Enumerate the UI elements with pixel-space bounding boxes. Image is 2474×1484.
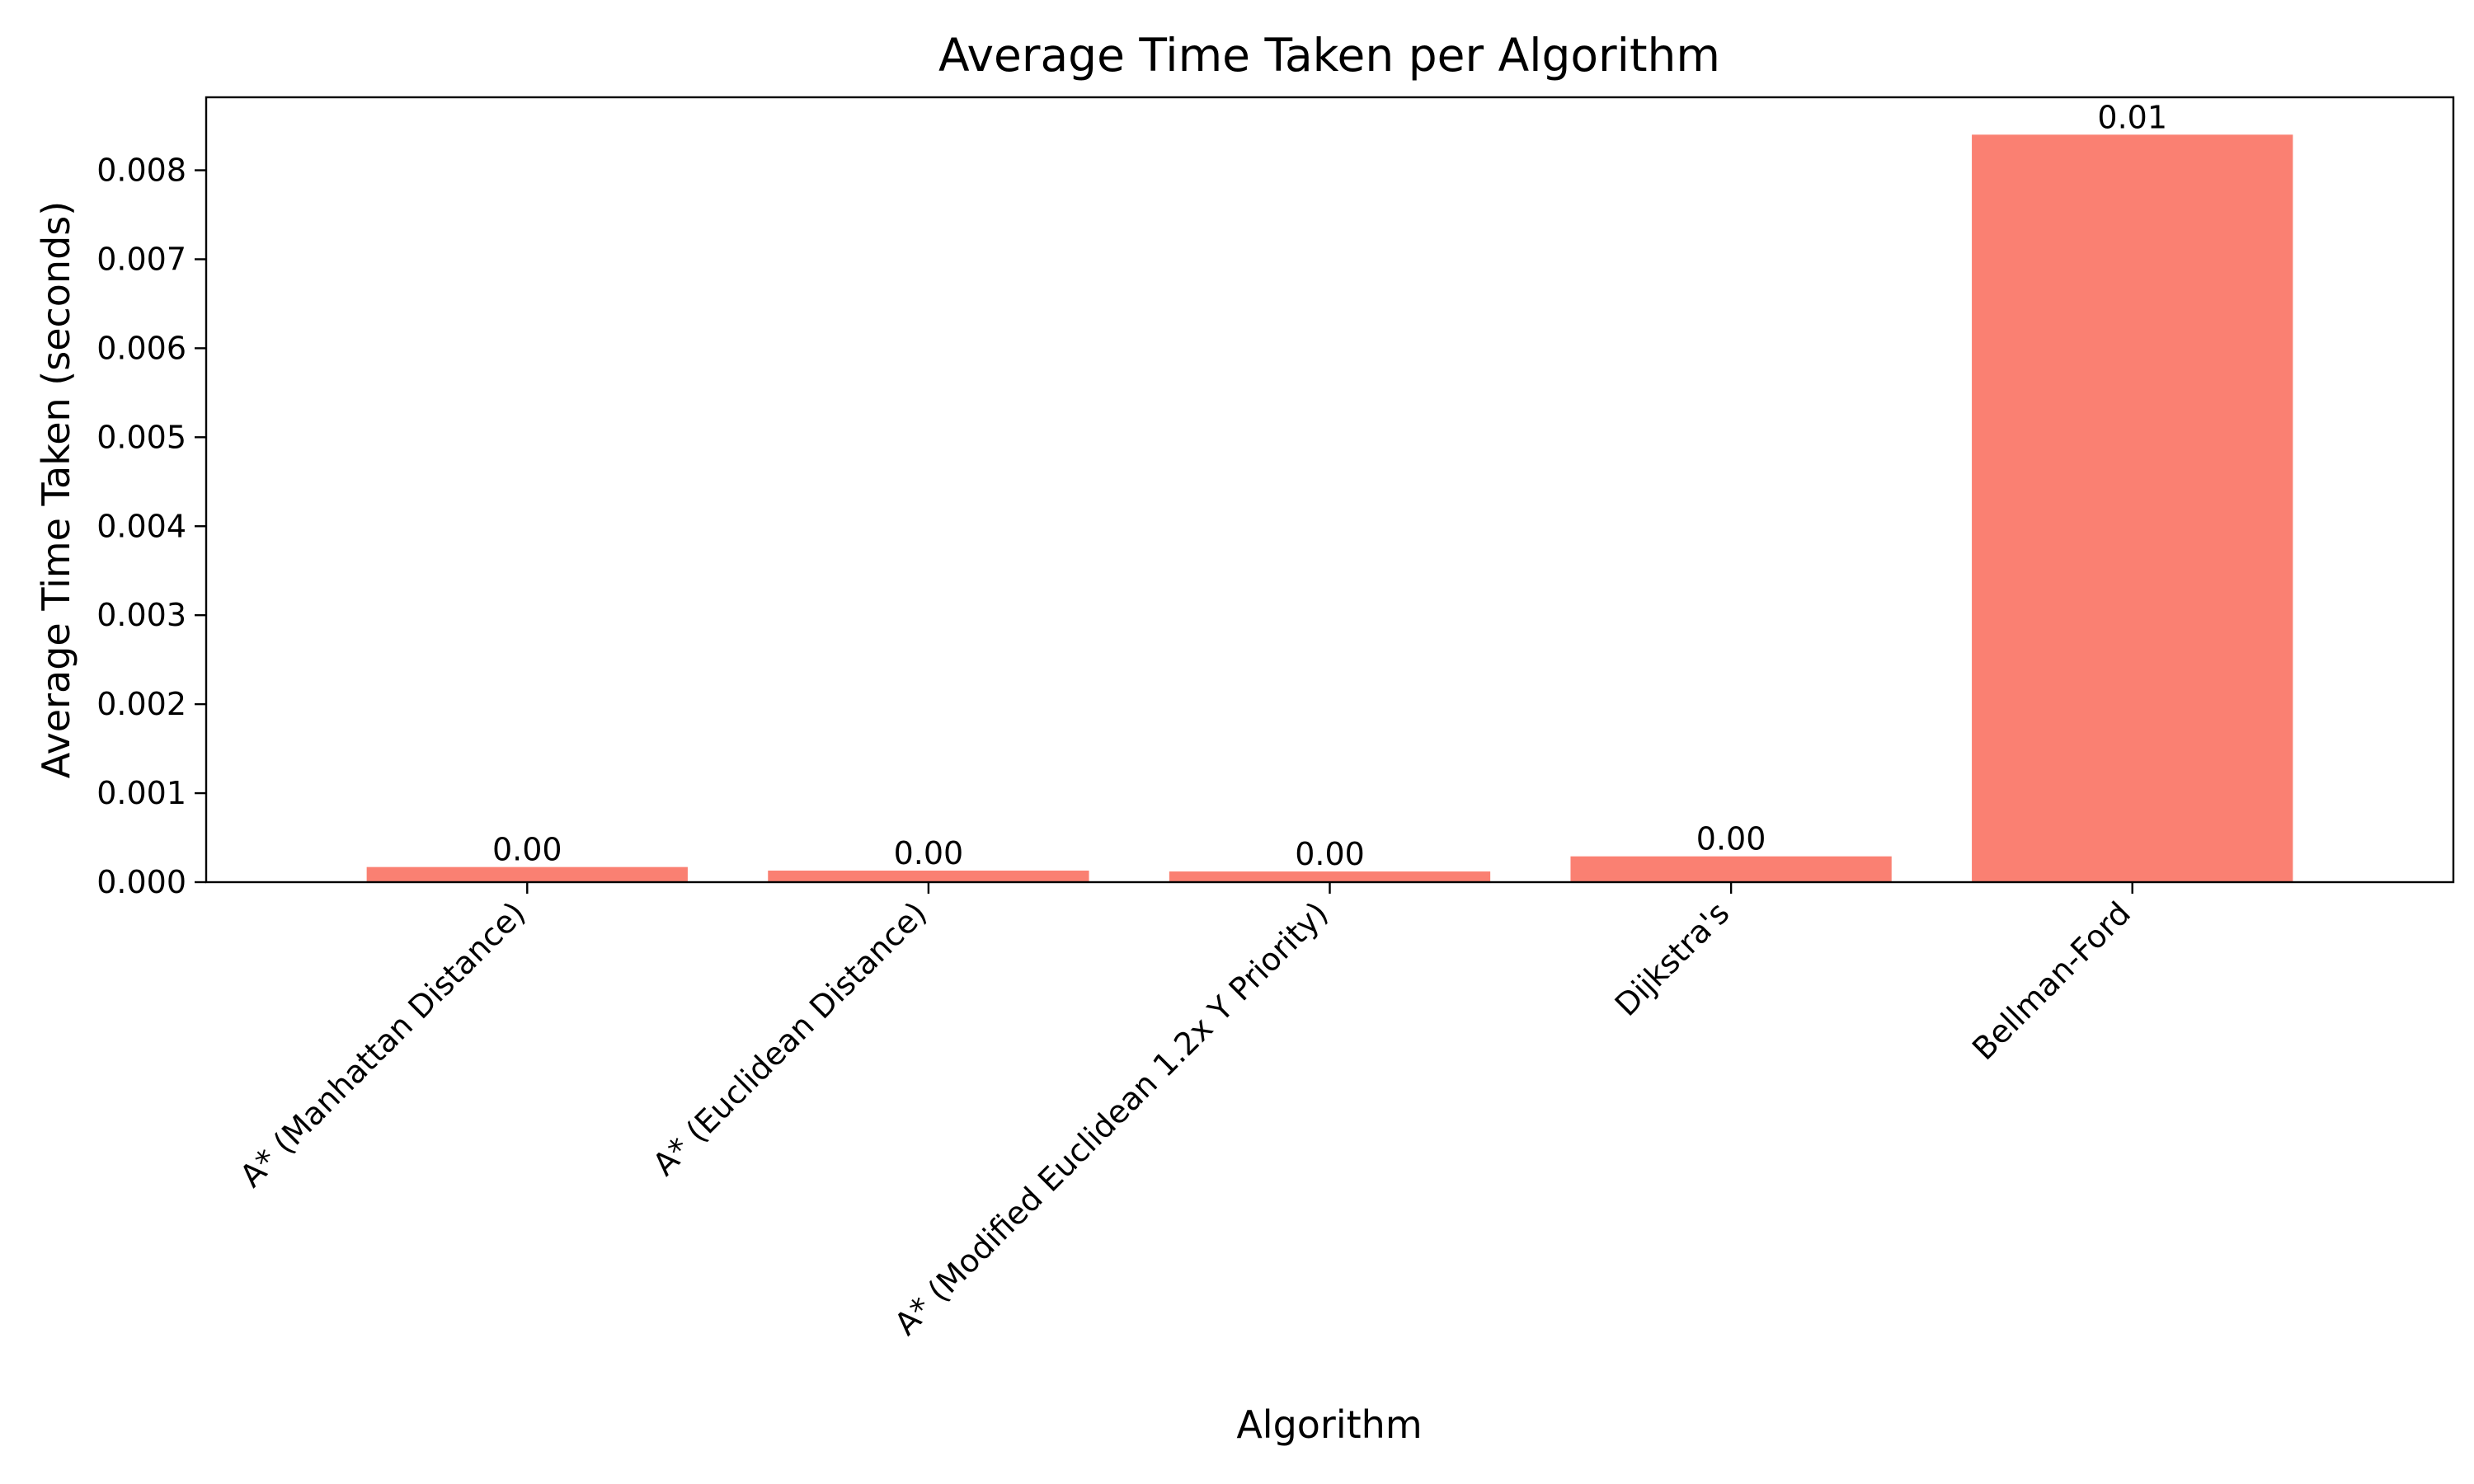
bars-group [366,134,2293,883]
y-axis: 0.000 0.001 0.002 0.003 0.004 0.005 0.006 0.007… [96,153,206,900]
bar [1570,856,1892,882]
y-tick-label: 0.008 [96,153,186,189]
bar-value-label: 0.01 [2097,99,2167,135]
bar [1169,871,1491,882]
y-tick-label: 0.002 [96,686,186,722]
x-tick-label: Dijkstra's [1608,895,1737,1023]
bar-value-label: 0.00 [1696,821,1766,857]
bar [366,866,688,882]
x-tick-label: A* (Modified Euclidean 1.2x Y Priority) [887,895,1335,1342]
bar [1972,134,2293,883]
bar-value-label: 0.00 [1295,836,1365,872]
x-axis-title: Algorithm [1236,1402,1422,1447]
plot-area-frame [205,96,2455,884]
y-tick-label: 0.005 [96,419,186,455]
bar-value-label: 0.00 [492,832,562,868]
bar-value-label: 0.00 [894,835,964,871]
y-axis-title: Average Time Taken (seconds) [34,201,78,778]
x-axis: A* (Manhattan Distance) A* (Euclidean Dis… [233,882,2138,1342]
x-tick-label: Bellman-Ford [1965,895,2138,1067]
y-tick-label: 0.007 [96,241,186,277]
y-tick-label: 0.001 [96,775,186,811]
y-tick-label: 0.006 [96,330,186,366]
y-tick-label: 0.003 [96,597,186,633]
y-tick-label: 0.000 [96,864,186,900]
chart-title: Average Time Taken per Algorithm [938,29,1720,82]
y-tick-label: 0.004 [96,508,186,544]
bar-value-labels: 0.00 0.00 0.00 0.00 0.01 [492,99,2167,872]
x-tick-label: A* (Manhattan Distance) [233,895,532,1194]
bar [768,870,1089,882]
x-tick-label: A* (Euclidean Distance) [646,895,934,1182]
